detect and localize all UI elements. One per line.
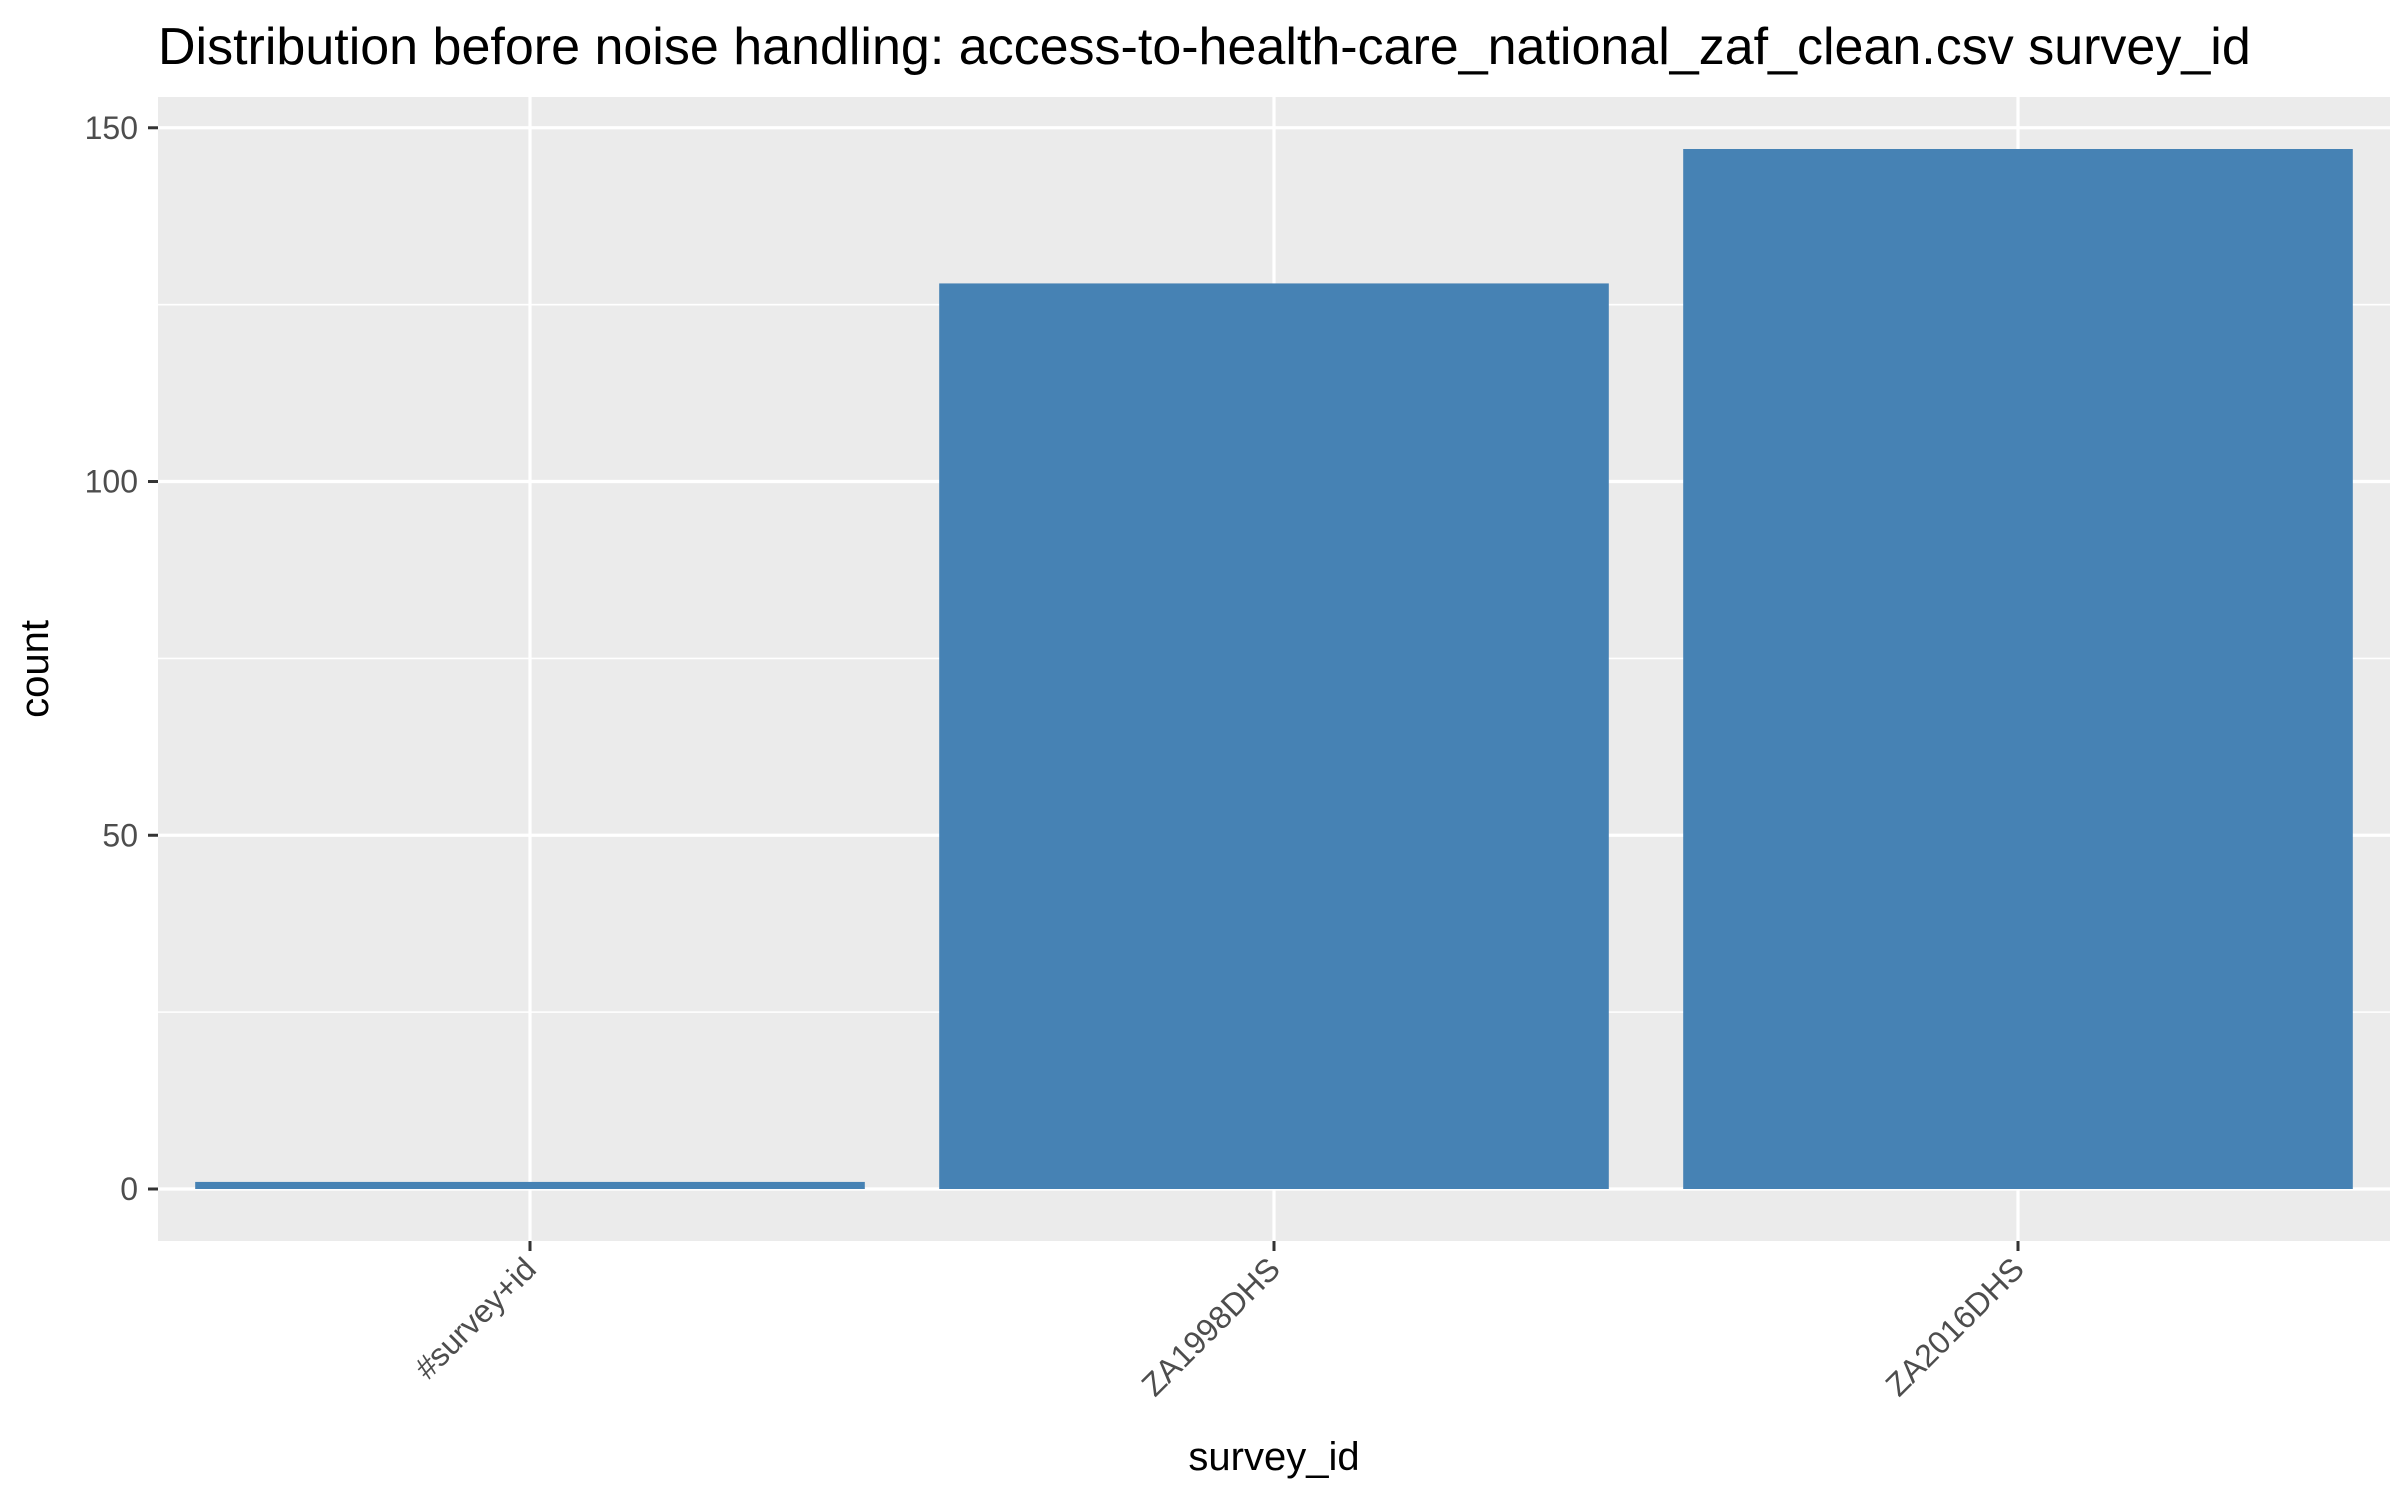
y-tick-label: 50: [102, 817, 138, 853]
bar-za1998dhs: [939, 283, 1609, 1190]
x-tick-label: #survey+id: [407, 1250, 543, 1386]
y-tick-label: 100: [85, 464, 138, 500]
y-axis: 0 50 100 150: [85, 110, 158, 1207]
bars: [195, 149, 2353, 1190]
x-axis-title: survey_id: [1188, 1435, 1359, 1479]
y-tick-label: 150: [85, 110, 138, 146]
x-axis: #survey+id ZA1998DHS ZA2016DHS: [407, 1241, 2031, 1403]
chart-title: Distribution before noise handling: acce…: [158, 18, 2251, 76]
x-tick-label: ZA2016DHS: [1878, 1250, 2030, 1402]
y-axis-title: count: [13, 620, 57, 718]
y-tick-label: 0: [120, 1171, 138, 1207]
x-tick-label: ZA1998DHS: [1134, 1250, 1286, 1402]
bar-za2016dhs: [1683, 149, 2353, 1189]
bar-survey-id: [195, 1181, 865, 1189]
